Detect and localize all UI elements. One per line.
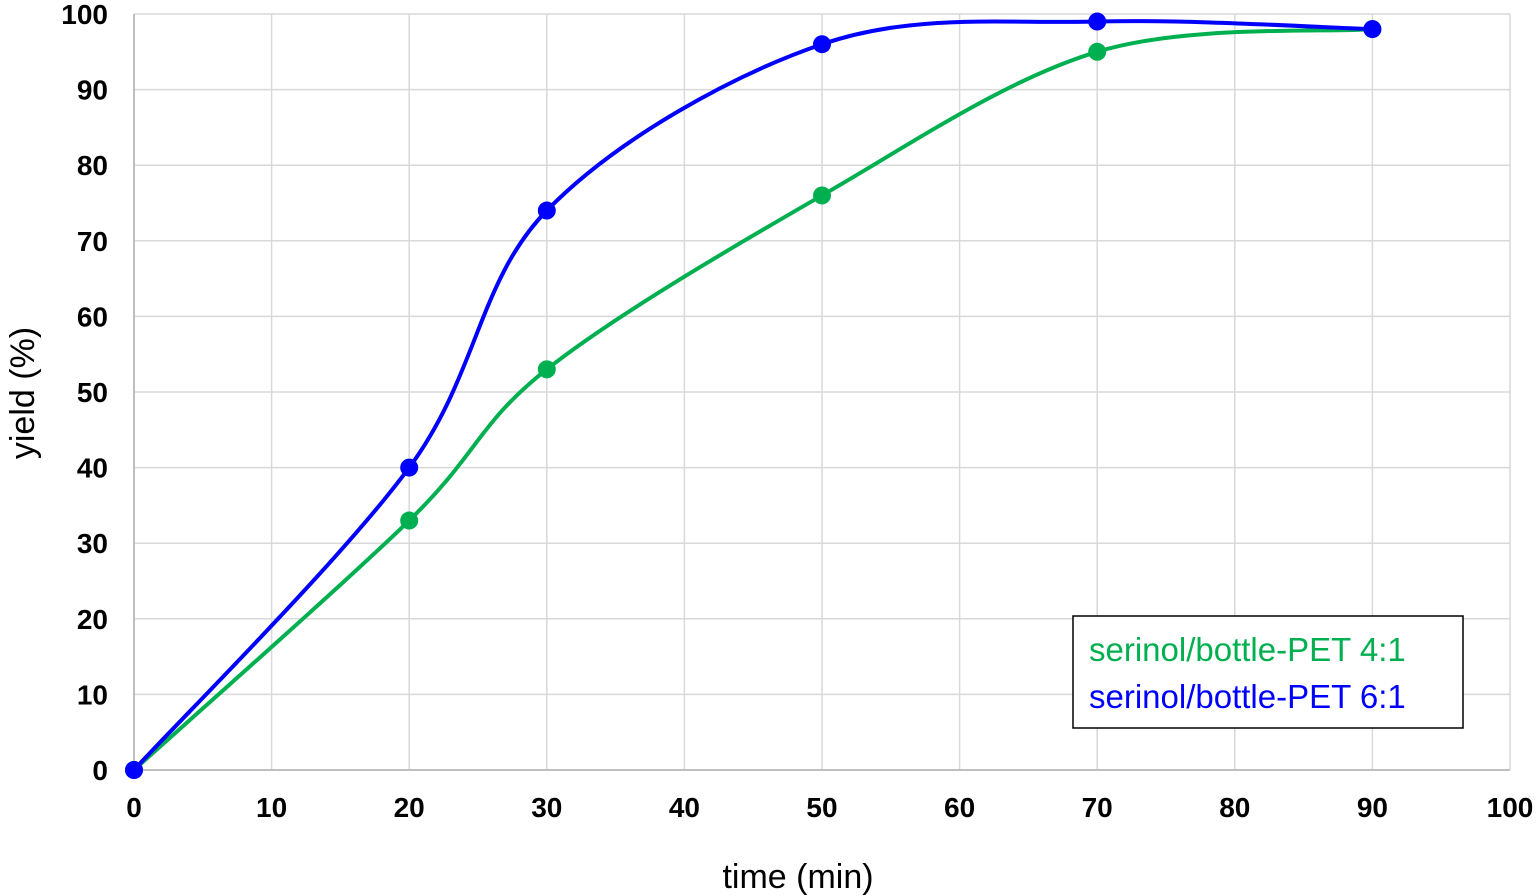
legend-entry-serinol-bottle-pet-4-1: serinol/bottle-PET 4:1 bbox=[1089, 631, 1406, 668]
x-axis-title: time (min) bbox=[722, 858, 873, 896]
y-tick-label-90: 90 bbox=[77, 75, 108, 106]
series-line-0 bbox=[132, 27, 1375, 772]
data-point-s1-x90 bbox=[1363, 20, 1382, 39]
data-point-s1-x70 bbox=[1088, 12, 1107, 31]
x-tick-label-30: 30 bbox=[531, 792, 562, 823]
series-lines bbox=[132, 19, 1375, 772]
x-tick-label-80: 80 bbox=[1219, 792, 1250, 823]
x-tick-label-60: 60 bbox=[944, 792, 975, 823]
y-axis-title: yield (%) bbox=[4, 327, 42, 459]
y-tick-label-40: 40 bbox=[77, 453, 108, 484]
y-tick-label-80: 80 bbox=[77, 150, 108, 181]
x-tick-label-70: 70 bbox=[1082, 792, 1113, 823]
x-tick-label-90: 90 bbox=[1357, 792, 1388, 823]
y-tick-label-20: 20 bbox=[77, 604, 108, 635]
x-tick-labels: 0 10 20 30 40 50 60 70 80 90 100 bbox=[126, 792, 1533, 823]
y-tick-label-10: 10 bbox=[77, 679, 108, 710]
y-tick-label-30: 30 bbox=[77, 528, 108, 559]
x-tick-label-100: 100 bbox=[1487, 792, 1534, 823]
y-tick-label-100: 100 bbox=[61, 0, 108, 30]
data-point-s0-x20 bbox=[400, 511, 419, 530]
x-tick-label-10: 10 bbox=[256, 792, 287, 823]
data-point-s0-x50 bbox=[813, 186, 831, 205]
x-tick-label-0: 0 bbox=[126, 792, 142, 823]
data-point-s1-x0 bbox=[125, 761, 143, 779]
data-point-s1-x30 bbox=[537, 201, 556, 220]
y-tick-label-70: 70 bbox=[77, 226, 108, 257]
y-tick-label-50: 50 bbox=[77, 377, 108, 408]
data-point-s0-x30 bbox=[537, 360, 556, 379]
legend-entry-serinol-bottle-pet-6-1: serinol/bottle-PET 6:1 bbox=[1089, 678, 1406, 715]
series-line-1 bbox=[132, 19, 1375, 772]
y-tick-label-60: 60 bbox=[77, 301, 108, 332]
x-tick-label-40: 40 bbox=[669, 792, 700, 823]
data-point-s1-x50 bbox=[813, 35, 831, 54]
x-tick-label-20: 20 bbox=[394, 792, 425, 823]
x-tick-label-50: 50 bbox=[806, 792, 837, 823]
y-tick-label-0: 0 bbox=[92, 755, 108, 786]
y-tick-labels: 0 10 20 30 40 50 60 70 80 90 100 bbox=[61, 0, 108, 786]
legend-box bbox=[1072, 615, 1464, 729]
legend: serinol/bottle-PET 4:1 serinol/bottle-PE… bbox=[1072, 615, 1464, 729]
data-point-s0-x70 bbox=[1088, 42, 1107, 61]
plot-frame bbox=[133, 14, 1510, 771]
data-point-s1-x20 bbox=[400, 458, 419, 477]
series-points bbox=[125, 12, 1382, 779]
